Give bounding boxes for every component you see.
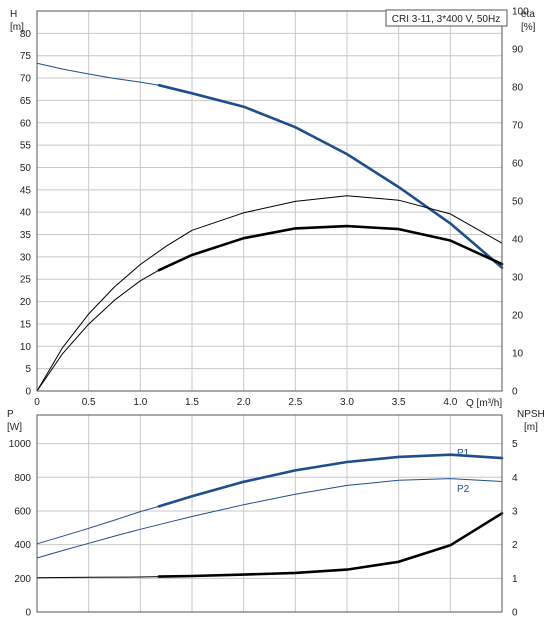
head-efficiency-chart: H [m] eta [%] Q [m³/h] 0 5 10 15 20 25 30 35 40 4…: [10, 7, 536, 410]
y-right-label-npsh: NPSH: [517, 409, 545, 420]
x-axis-label: Q [m³/h]: [466, 398, 502, 409]
y-left-tick-label: 55: [20, 141, 32, 152]
series-line-p1-extended: [36, 505, 160, 545]
y-right-tick-label: 5: [512, 439, 518, 450]
x-tick-label: 1.0: [133, 397, 147, 408]
y-left-tick-label: 600: [14, 506, 31, 517]
y-right-tick-label: 1: [512, 574, 518, 585]
series-line-eta-lower-extended: [36, 269, 160, 392]
y-right-tick-label: 80: [512, 83, 524, 94]
x-tick-label: 0.5: [82, 397, 96, 408]
series-line-eta-upper-extended: [36, 195, 503, 392]
y-right-tick-label: 0: [512, 387, 518, 398]
y-right-tick-label: 60: [512, 159, 524, 170]
x-tick-label: 2.5: [288, 397, 302, 408]
y-right-tick-label: 4: [512, 473, 518, 484]
y-right-tick-label: 90: [512, 45, 524, 56]
top-grid: [36, 11, 502, 392]
x-tick-label: 3.5: [392, 397, 406, 408]
x-tick-label: 3.0: [340, 397, 354, 408]
y-left-unit-w: [W]: [7, 422, 22, 433]
bottom-plot-frame: [36, 414, 503, 613]
y-left-tick-label: 75: [20, 51, 32, 62]
top-series: [36, 62, 504, 392]
y-left-tick-label: 0: [25, 387, 31, 398]
y-left-tick-label: 45: [20, 185, 32, 196]
y-right-tick-label: 50: [512, 197, 524, 208]
y-left-tick-label: 50: [20, 163, 32, 174]
y-left-tick-label: 40: [20, 208, 32, 219]
top-y-left-ticks: 0 5 10 15 20 25 30 35 40 45 50 55 60 65 70 75 80: [20, 29, 32, 398]
top-plot-frame: [36, 10, 503, 392]
series-line-p1-operating: [157, 453, 504, 508]
y-left-tick-label: 30: [20, 252, 32, 263]
y-left-tick-label: 5: [25, 364, 31, 375]
bottom-y-left-ticks: 0 200 400 600 800 1000: [9, 439, 32, 618]
series-line-eta-lower-operating: [157, 224, 504, 272]
y-left-label-p: P: [7, 409, 14, 420]
y-left-tick-label: 15: [20, 319, 32, 330]
y-left-tick-label: 80: [20, 29, 32, 40]
y-right-unit-m: [m]: [524, 422, 538, 433]
y-right-tick-label: 0: [512, 608, 518, 619]
y-left-tick-label: 20: [20, 297, 32, 308]
series-line-head-operating: [157, 83, 504, 269]
bottom-series: [36, 453, 504, 579]
y-right-unit-percent: [%]: [521, 22, 536, 33]
x-tick-label: 2.0: [237, 397, 251, 408]
y-right-tick-label: 3: [512, 506, 518, 517]
y-right-tick-label: 40: [512, 235, 524, 246]
x-tick-label: 1.5: [185, 397, 199, 408]
y-left-tick-label: 65: [20, 96, 32, 107]
top-title-box: CRI 3-11, 3*400 V, 50Hz: [385, 9, 508, 27]
x-tick-label: 4.0: [443, 397, 457, 408]
y-left-tick-label: 25: [20, 275, 32, 286]
bottom-grid: [36, 415, 502, 613]
y-left-tick-label: 1000: [9, 439, 32, 450]
top-y-right-ticks: 0 10 20 30 40 50 60 70 80 90 100: [512, 7, 529, 398]
y-left-unit-m: [m]: [10, 22, 24, 33]
y-left-label-h: H: [10, 9, 17, 20]
series-line-head-extended: [36, 62, 159, 86]
y-left-tick-label: 400: [14, 540, 31, 551]
y-right-tick-label: 2: [512, 540, 518, 551]
y-left-tick-label: 10: [20, 342, 32, 353]
y-right-tick-label: 70: [512, 121, 524, 132]
y-right-tick-label: 30: [512, 273, 524, 284]
chart-title: CRI 3-11, 3*400 V, 50Hz: [392, 14, 500, 25]
series-line-npsh-operating: [157, 511, 504, 578]
y-left-tick-label: 0: [25, 608, 31, 619]
y-left-tick-label: 60: [20, 118, 32, 129]
bottom-y-right-ticks: 0 1 2 3 4 5: [512, 439, 518, 618]
y-right-tick-label: 20: [512, 311, 524, 322]
series-line-npsh-extended: [36, 576, 159, 579]
y-right-tick-label: 10: [512, 349, 524, 360]
y-right-label-eta: eta: [521, 9, 535, 20]
top-x-ticks: 0 0.5 1.0 1.5 2.0 2.5 3.0 3.5 4.0: [34, 397, 458, 408]
y-left-tick-label: 70: [20, 74, 32, 85]
series-line-p2-extended: [36, 478, 503, 559]
y-right-tick-label: 100: [512, 7, 529, 18]
series-label-p1: P1: [457, 448, 470, 459]
y-left-tick-label: 800: [14, 473, 31, 484]
y-left-tick-label: 200: [14, 574, 31, 585]
x-tick-label: 0: [34, 397, 40, 408]
series-label-p2: P2: [457, 484, 470, 495]
y-left-tick-label: 35: [20, 230, 32, 241]
